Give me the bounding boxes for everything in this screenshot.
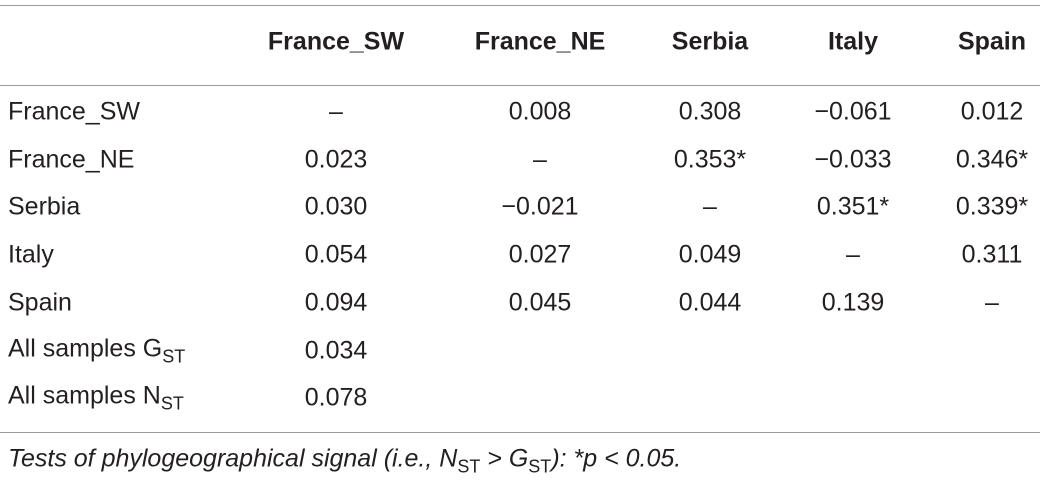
label-text: France_SW <box>8 97 140 126</box>
row-label: All samples NST <box>8 381 184 414</box>
table-cell: 0.034 <box>304 336 368 364</box>
table-cell: 0.311 <box>961 240 1023 269</box>
label-text: All samples G <box>8 334 163 362</box>
column-header: France_SW <box>267 27 405 56</box>
header-rule <box>0 85 1040 86</box>
table-cell: 0.339* <box>955 192 1029 221</box>
table-cell: 0.353* <box>673 145 747 174</box>
row-label: France_SW <box>8 97 140 126</box>
label-subscript: ST <box>160 393 184 414</box>
table-cell: −0.021 <box>501 192 579 221</box>
column-header: Spain <box>957 27 1027 56</box>
footnote-subscript: ST <box>528 456 552 477</box>
column-header: France_NE <box>474 27 606 56</box>
row-label: Italy <box>8 240 54 269</box>
table-cell: 0.030 <box>304 192 368 221</box>
table-cell: 0.045 <box>508 288 572 317</box>
table-cell: – <box>846 240 860 269</box>
table-cell: 0.308 <box>678 97 742 126</box>
footnote-text: > G <box>480 444 529 473</box>
label-text: All samples N <box>8 381 161 410</box>
table-cell: 0.094 <box>304 288 368 317</box>
table-cell: 0.139 <box>821 288 885 317</box>
table-cell: 0.049 <box>678 240 742 269</box>
row-label: France_NE <box>8 147 134 172</box>
row-label: Spain <box>8 290 72 315</box>
table-cell: 0.044 <box>678 288 742 317</box>
table-cell: 0.008 <box>508 97 572 126</box>
table-cell: – <box>985 288 999 317</box>
table-cell: – <box>533 145 547 174</box>
top-rule <box>0 5 1040 6</box>
table-cell: 0.078 <box>304 383 368 412</box>
column-header: Serbia <box>671 27 749 56</box>
footnote: Tests of phylogeographical signal (i.e.,… <box>8 444 682 477</box>
table-cell: 0.023 <box>304 145 368 174</box>
row-label: Serbia <box>8 192 81 221</box>
table-cell: −0.033 <box>814 145 892 174</box>
table-cell: −0.061 <box>814 97 892 126</box>
table-cell: 0.351* <box>816 192 890 221</box>
column-header: Italy <box>827 27 879 56</box>
bottom-rule <box>0 432 1040 433</box>
table-cell: – <box>703 192 717 221</box>
label-subscript: ST <box>162 346 186 366</box>
table-cell: – <box>329 97 343 126</box>
table-cell: 0.346* <box>955 145 1029 174</box>
label-text: Serbia <box>8 192 81 221</box>
label-text: Italy <box>8 240 54 269</box>
row-label: All samples GST <box>8 334 186 366</box>
footnote-text: ): *p < 0.05. <box>551 444 682 473</box>
footnote-subscript: ST <box>457 456 481 477</box>
label-text: Spain <box>8 288 72 317</box>
footnote-text: Tests of phylogeographical signal (i.e.,… <box>8 444 458 473</box>
table-cell: 0.027 <box>508 240 572 269</box>
table-cell: 0.054 <box>304 240 368 269</box>
label-text: France_NE <box>8 145 135 174</box>
table-cell: 0.012 <box>960 97 1024 126</box>
